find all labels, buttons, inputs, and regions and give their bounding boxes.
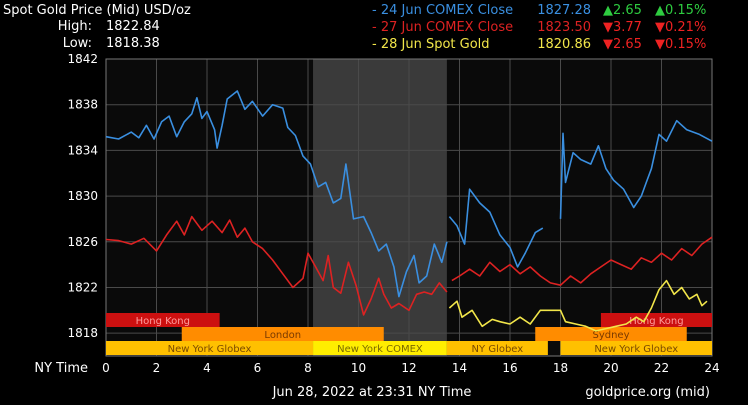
x-tick-label: 0 <box>102 361 110 375</box>
plot-border <box>105 58 713 357</box>
session-label: Sydney <box>592 330 629 341</box>
session-bar <box>535 327 687 341</box>
legend-entry-percent: ▼0.15% <box>655 37 706 52</box>
session-label: London <box>264 330 301 341</box>
chart-header: Spot Gold Price (Mid) USD/oz High: 1822.… <box>3 3 191 51</box>
session-label: New York COMEX <box>337 344 423 355</box>
y-tick-label: 1818 <box>67 326 98 340</box>
legend-entry-name: - 28 Jun Spot Gold <box>372 37 490 52</box>
low-value: 1818.38 <box>106 36 160 51</box>
legend-entry-change: ▲2.65 <box>603 3 642 18</box>
x-tick-label: 6 <box>254 361 262 375</box>
x-axis-title: NY Time <box>34 361 88 376</box>
legend-entry-change: ▼2.65 <box>603 37 642 52</box>
chart-footer: NY Time Jun 28, 2022 at 23:31 NY Time go… <box>34 361 710 400</box>
session-label: Hong Kong <box>136 316 190 327</box>
series-line <box>105 90 448 298</box>
legend-entry-price: 1827.28 <box>537 3 591 18</box>
source-credit: goldprice.org (mid) <box>585 385 710 400</box>
x-tick-label: 16 <box>502 361 517 375</box>
low-label: Low: <box>63 36 92 51</box>
y-tick-label: 1842 <box>67 52 98 66</box>
x-tick-label: 12 <box>401 361 416 375</box>
chart-title: Spot Gold Price (Mid) USD/oz <box>3 3 191 18</box>
comex-band-rect <box>313 59 447 356</box>
session-bar <box>313 341 447 355</box>
session-bar <box>600 313 712 327</box>
x-tick-label: 8 <box>304 361 312 375</box>
legend-entry-percent: ▲0.15% <box>655 3 706 18</box>
x-tick-label: 22 <box>654 361 669 375</box>
legend-entry-price: 1820.86 <box>537 37 591 52</box>
x-tick-label: 14 <box>452 361 467 375</box>
high-label: High: <box>58 19 92 34</box>
x-tick-label: 20 <box>603 361 618 375</box>
y-tick-label: 1838 <box>67 98 98 112</box>
session-label: New York Globex <box>594 344 678 355</box>
series-line <box>448 279 708 332</box>
legend-entry-change: ▼3.77 <box>603 20 642 35</box>
session-bar <box>560 341 712 355</box>
session-label: NY Globex <box>472 344 524 355</box>
legend-entry-name: - 27 Jun COMEX Close <box>372 20 513 35</box>
timestamp: Jun 28, 2022 at 23:31 NY Time <box>272 385 472 400</box>
series-line <box>105 215 448 316</box>
session-bar <box>446 341 548 355</box>
y-tick-label: 1830 <box>67 189 98 203</box>
session-bar <box>106 341 314 355</box>
x-tick-label: 24 <box>704 361 719 375</box>
market-sessions: Hong Kong Hong Kong London Sydney New York G… <box>106 313 712 355</box>
series-line <box>451 236 713 286</box>
y-tick-label: 1834 <box>67 143 98 157</box>
high-value: 1822.84 <box>106 19 160 34</box>
x-tick-label: 18 <box>553 361 568 375</box>
series-lines <box>105 90 713 332</box>
series-line <box>448 188 544 268</box>
session-label: New York Globex <box>168 344 252 355</box>
legend-entry-name: - 24 Jun COMEX Close <box>372 3 513 18</box>
session-bar <box>181 327 384 341</box>
legend-entry-percent: ▼0.21% <box>655 20 706 35</box>
legend: - 24 Jun COMEX Close 1827.28 ▲2.65 ▲0.15% - … <box>372 3 706 52</box>
y-axis: 1818 1822 1826 1830 1834 1838 1842 <box>67 52 98 340</box>
legend-entry-price: 1823.50 <box>537 20 591 35</box>
x-axis: 0 2 4 6 8 10 12 14 16 18 20 22 24 <box>102 361 719 375</box>
y-tick-label: 1822 <box>67 280 98 294</box>
session-bar <box>106 313 220 327</box>
x-tick-label: 2 <box>153 361 161 375</box>
session-label: Hong Kong <box>629 316 683 327</box>
x-tick-label: 4 <box>203 361 211 375</box>
y-tick-label: 1826 <box>67 235 98 249</box>
comex-session-band <box>313 59 447 356</box>
series-line <box>559 119 713 219</box>
x-tick-label: 10 <box>351 361 366 375</box>
